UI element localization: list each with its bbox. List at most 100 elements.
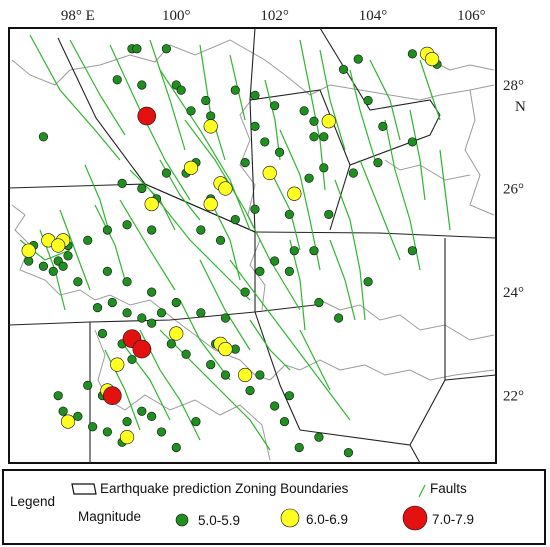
epicenter-m5: [83, 380, 93, 390]
epicenter-m5: [309, 116, 319, 126]
epicenter-m5: [122, 308, 132, 318]
epicenter-m5: [309, 132, 319, 142]
epicenter-m5: [314, 297, 324, 308]
epicenter-m6: [21, 243, 36, 258]
epicenter-m5: [220, 313, 231, 323]
epicenter-m5: [260, 137, 270, 147]
epicenter-m5: [97, 328, 108, 339]
epicenter-m5: [284, 209, 294, 220]
epicenter-m6: [321, 114, 336, 129]
epicenter-m5: [245, 385, 255, 396]
epicenter-m5: [48, 266, 58, 276]
epicenter-m5: [373, 158, 383, 168]
epicenter-m6: [119, 430, 135, 445]
epicenter-m5: [147, 411, 157, 421]
fault-line: [349, 69, 376, 161]
fault-line: [329, 239, 356, 321]
epicenter-m5: [122, 416, 132, 427]
epicenter-m5: [206, 360, 216, 370]
epicenter-m5: [132, 44, 142, 54]
x-tick-label: 106°: [457, 8, 486, 24]
epicenter-m5: [122, 220, 132, 230]
y-tick-label: 28°: [503, 78, 524, 94]
fault-line: [319, 49, 346, 151]
fault-line: [369, 59, 401, 141]
zoning-boundary-symbol-icon: [71, 483, 97, 495]
y-tick-label: 22°: [503, 389, 524, 405]
epicenter-m5: [407, 49, 417, 59]
epicenter-m5: [319, 163, 329, 173]
fault-line: [109, 44, 191, 201]
x-tick-label: 98° E: [61, 8, 95, 24]
epicenter-m6: [60, 414, 76, 429]
fault-line: [249, 319, 291, 371]
fault-line: [199, 44, 226, 161]
fault-line: [209, 199, 241, 281]
fault-line: [199, 259, 251, 351]
epicenter-m5: [186, 106, 196, 116]
fault-line: [279, 129, 321, 271]
epicenter-m6: [203, 196, 218, 212]
epicenter-m6: [110, 357, 125, 372]
fault-line: [409, 109, 426, 201]
epicenter-m5: [127, 354, 137, 365]
fault-line: [229, 259, 351, 421]
epicenter-m5: [240, 287, 250, 297]
epicenter-m6: [218, 341, 233, 357]
fault-line: [334, 179, 366, 321]
epicenter-m5: [250, 121, 260, 131]
epicenter-m6: [203, 119, 218, 134]
legend: Legend Earthquake prediction Zoning Boun…: [2, 469, 546, 545]
epicenter-m6: [287, 186, 302, 201]
epicenter-m5: [250, 90, 260, 100]
legend-box: [2, 469, 546, 545]
epicenter-m6: [424, 51, 440, 67]
fault-line: [384, 119, 421, 271]
y-tick-label: 26°: [503, 182, 524, 198]
fault-line: [179, 299, 231, 381]
epicenter-m5: [353, 54, 363, 64]
epicenter-m5: [255, 370, 265, 380]
map-frame: [8, 27, 497, 464]
epicenter-m5: [270, 256, 280, 266]
epicenter-m5: [156, 427, 167, 437]
epicenter-m5: [83, 235, 93, 245]
fault-line: [299, 329, 331, 391]
epicenter-m5: [102, 266, 112, 276]
epicenter-m5: [147, 287, 157, 297]
fault-line: [94, 204, 126, 281]
epicenter-m5: [102, 427, 112, 437]
legend-magnitude-label: Magnitude: [78, 509, 141, 524]
epicenter-m6: [262, 165, 277, 181]
epicenter-m5: [63, 251, 73, 261]
epicenter-m5: [319, 132, 329, 142]
fault-line: [119, 199, 176, 291]
epicenter-m5: [343, 448, 354, 458]
legend-boundary-label: Earthquake prediction Zoning Boundaries: [100, 481, 349, 496]
fault-line: [159, 329, 271, 451]
epicenter-m5: [201, 95, 211, 106]
fault-line: [149, 39, 186, 151]
epicenter-m5: [407, 246, 417, 256]
fault-line: [149, 189, 251, 301]
epicenter-m5: [112, 75, 122, 85]
axis-tick-labels: 98° E 100° 102° 104° 106° 28° 26° 24° 22° N: [61, 8, 526, 405]
fault-line: [419, 59, 441, 121]
epicenter-m5: [289, 246, 299, 256]
epicenter-m5: [348, 168, 358, 178]
epicenter-m5: [58, 261, 68, 271]
epicenter-m5: [309, 246, 319, 256]
epicenter-m5: [338, 64, 349, 75]
epicenter-m5: [117, 178, 127, 188]
epicenter-m5: [220, 370, 231, 380]
epicenter-m5: [73, 411, 83, 421]
earthquake-epicenters-layer: [21, 44, 442, 458]
magnitude-7-label: 7.0-7.9: [432, 512, 474, 527]
epicenter-m5: [137, 183, 147, 194]
x-tick-label: 102°: [260, 8, 289, 24]
zoning-boundaries: [8, 27, 497, 464]
fault-line: [359, 159, 401, 261]
epicenter-m5: [284, 391, 294, 401]
epicenter-m5: [378, 121, 388, 131]
